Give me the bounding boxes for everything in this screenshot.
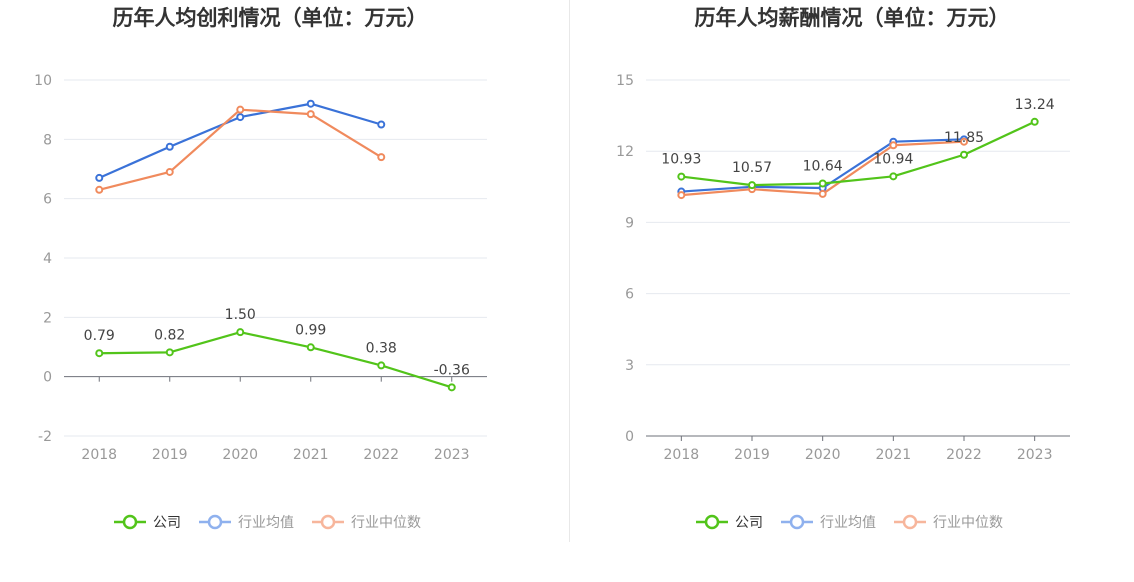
legend-marker-icon — [902, 514, 918, 530]
x-tick-label: 2018 — [664, 447, 700, 463]
data-point-company — [447, 383, 456, 392]
data-point-company — [889, 172, 898, 181]
chart-title: 历年人均薪酬情况（单位：万元） — [695, 6, 1010, 30]
data-point-company — [960, 150, 968, 159]
legend-item-median[interactable]: 行业中位数 — [894, 514, 1003, 531]
x-tick-label: 2020 — [222, 447, 258, 463]
data-point-median — [960, 137, 968, 146]
data-label: 1.50 — [225, 307, 256, 323]
data-label: 0.79 — [84, 328, 115, 344]
legend-marker-icon — [207, 514, 223, 530]
legend-label: 行业均值 — [238, 515, 294, 531]
series-line-median — [98, 108, 382, 191]
data-label: 10.94 — [873, 151, 913, 167]
data-point-median — [306, 110, 315, 119]
data-label: 0.38 — [366, 340, 397, 356]
data-point-company — [677, 172, 686, 181]
legend-label: 公司 — [153, 515, 181, 531]
legend-label: 行业均值 — [820, 515, 876, 531]
x-tick-label: 2023 — [434, 447, 470, 463]
y-tick-label: 9 — [625, 215, 634, 231]
y-tick-label: 0 — [43, 370, 52, 386]
profit-per-capita-chart: 历年人均创利情况（单位：万元） -2 0 2 4 6 8 10 2018 2019 2020 202… — [34, 6, 487, 531]
data-point-company — [306, 343, 315, 352]
data-point-median — [377, 153, 386, 162]
data-point-company — [95, 349, 104, 358]
plot-area: -2 0 2 4 6 8 10 2018 2019 2020 2021 2022 2023 0.79 0.8… — [34, 73, 487, 463]
y-tick-label: 0 — [625, 429, 634, 445]
y-tick-label: 10 — [34, 73, 52, 89]
data-label: 11.85 — [944, 130, 984, 146]
chart-title: 历年人均创利情况（单位：万元） — [113, 6, 428, 30]
legend: 公司 行业均值 行业中位数 — [696, 514, 1003, 531]
data-point-avg — [165, 142, 174, 151]
legend-item-avg[interactable]: 行业均值 — [199, 514, 294, 531]
legend-marker-icon — [704, 514, 720, 530]
data-point-median — [818, 189, 827, 198]
data-point-company — [377, 361, 386, 370]
legend-item-company[interactable]: 公司 — [696, 514, 763, 531]
legend-label: 行业中位数 — [933, 515, 1003, 531]
y-tick-label: 6 — [625, 287, 634, 303]
data-label: 0.99 — [295, 322, 326, 338]
y-tick-label: 15 — [616, 73, 634, 89]
x-tick-label: 2019 — [152, 447, 188, 463]
legend-marker-icon — [789, 514, 805, 530]
panel-divider — [569, 0, 570, 542]
data-point-company — [818, 179, 827, 188]
plot-area: 0 3 6 9 12 15 2018 2019 2020 2021 2022 2023 10.93 10.… — [616, 73, 1070, 463]
x-tick-label: 2022 — [946, 447, 982, 463]
data-point-avg — [236, 113, 245, 122]
data-point-company — [748, 181, 756, 190]
data-label: 10.93 — [661, 152, 701, 168]
data-label: 10.64 — [803, 158, 843, 174]
series-line-company — [681, 120, 1036, 187]
data-point-median — [236, 105, 245, 114]
legend-item-company[interactable]: 公司 — [114, 514, 181, 531]
data-point-avg — [95, 173, 104, 182]
y-tick-label: 8 — [43, 132, 52, 148]
legend-label: 公司 — [735, 515, 763, 531]
x-tick-label: 2018 — [81, 447, 117, 463]
data-point-median — [95, 185, 104, 194]
legend-item-median[interactable]: 行业中位数 — [312, 514, 421, 531]
legend: 公司 行业均值 行业中位数 — [114, 514, 421, 531]
data-point-company — [165, 348, 174, 357]
x-tick-label: 2020 — [805, 447, 841, 463]
y-tick-label: 4 — [43, 251, 52, 267]
legend-marker-icon — [122, 514, 138, 530]
data-label: 10.57 — [732, 160, 772, 176]
x-tick-label: 2022 — [363, 447, 399, 463]
data-label: 13.24 — [1015, 97, 1055, 113]
data-point-company — [1030, 117, 1039, 126]
y-tick-label: -2 — [38, 429, 52, 445]
data-point-median — [165, 167, 174, 176]
y-tick-label: 3 — [625, 358, 634, 374]
data-point-median — [889, 141, 898, 150]
data-point-company — [236, 328, 245, 337]
legend-label: 行业中位数 — [351, 515, 421, 531]
x-tick-label: 2021 — [293, 447, 329, 463]
salary-per-capita-chart: 历年人均薪酬情况（单位：万元） 0 3 6 9 12 15 2018 2019 2020 2021… — [616, 6, 1070, 531]
y-tick-label: 6 — [43, 192, 52, 208]
data-point-avg — [377, 120, 386, 129]
data-point-median — [677, 191, 686, 200]
x-tick-label: 2019 — [734, 447, 770, 463]
x-tick-label: 2021 — [876, 447, 912, 463]
series-line-company — [99, 331, 453, 389]
x-tick-label: 2023 — [1017, 447, 1053, 463]
legend-marker-icon — [320, 514, 336, 530]
legend-item-avg[interactable]: 行业均值 — [781, 514, 876, 531]
y-tick-label: 2 — [43, 310, 52, 326]
data-label: 0.82 — [154, 327, 185, 343]
data-label: -0.36 — [434, 362, 470, 378]
data-point-avg — [306, 99, 315, 108]
y-tick-label: 12 — [616, 144, 634, 160]
